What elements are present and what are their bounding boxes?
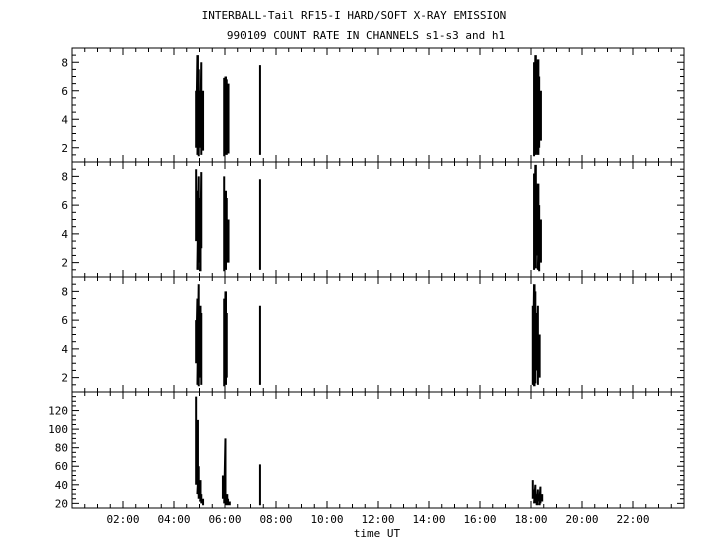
burst-3 [258,464,261,506]
y-tick-label: 2 [61,372,68,385]
data-line [221,438,231,506]
chart-title: INTERBALL-Tail RF15-I HARD/SOFT X-RAY EM… [202,9,507,22]
y-tick-label: 2 [61,142,68,155]
data-line [223,76,230,157]
y-tick-label: 80 [55,442,68,455]
y-tick-label: 4 [61,113,68,126]
panel-2: 2 4 6 8 [61,161,685,278]
data-line [195,284,203,387]
y-tick-label: 6 [61,314,68,327]
burst-2 [223,291,228,387]
panel-3: 2 4 6 8 [61,276,685,393]
data-line [258,464,261,506]
y-tick-label: 40 [55,479,68,492]
burst-1 [195,169,203,272]
data-line [531,480,544,506]
burst-2 [221,438,231,506]
y-tick-label: 120 [48,405,68,418]
burst-2 [223,76,230,157]
panels-group: 2 4 6 8 2 4 6 8 2 4 6 8 20 40 60 80 100 120 [48,47,685,510]
x-tick-label: 14:00 [412,513,445,526]
panel-1: 2 4 6 8 [61,47,685,163]
y-tick-label: 6 [61,199,68,212]
x-tick-label: 12:00 [361,513,394,526]
y-tick-label: 8 [61,170,68,183]
burst-2 [223,176,230,272]
panel-frame [71,161,685,278]
y-tick-label: 2 [61,257,68,270]
data-line [533,55,542,157]
data-line [195,396,205,506]
burst-4 [533,164,542,272]
data-line [258,179,261,270]
y-tick-label: 4 [61,228,68,241]
burst-4 [531,480,544,506]
data-line [533,164,542,272]
y-tick-label: 20 [55,497,68,510]
data-line [195,169,203,272]
x-tick-label: 22:00 [616,513,649,526]
y-tick-label: 6 [61,85,68,98]
x-tick-label: 20:00 [565,513,598,526]
data-line [258,305,261,385]
data-line [223,291,228,387]
x-tick-label: 16:00 [463,513,496,526]
y-tick-label: 8 [61,285,68,298]
x-tick-label: 10:00 [310,513,343,526]
burst-3 [258,305,261,385]
data-line [258,65,261,155]
panel-4: 20 40 60 80 100 120 [48,391,685,510]
y-tick-label: 100 [48,423,68,436]
burst-1 [195,55,205,157]
y-tick-label: 60 [55,460,68,473]
x-tick-label: 08:00 [259,513,292,526]
chart-subtitle: 990109 COUNT RATE IN CHANNELS s1-s3 and … [227,29,505,42]
x-tick-label: 06:00 [208,513,241,526]
x-tick-label: 02:00 [106,513,139,526]
burst-4 [531,284,541,387]
burst-3 [258,179,261,270]
x-tick-label: 18:00 [514,513,547,526]
burst-1 [195,284,203,387]
data-line [531,284,541,387]
x-tick-label: 04:00 [157,513,190,526]
panel-frame [71,391,685,509]
panel-frame [71,276,685,393]
data-line [195,55,205,157]
burst-1 [195,396,205,506]
x-axis: 02:00 04:00 06:00 08:00 10:00 12:00 14:00 16:00… [106,513,649,526]
panel-frame [71,47,685,163]
burst-4 [533,55,542,157]
x-axis-label: time UT [354,527,401,540]
y-tick-label: 4 [61,343,68,356]
data-line [223,176,230,272]
burst-3 [258,65,261,155]
y-tick-label: 8 [61,56,68,69]
